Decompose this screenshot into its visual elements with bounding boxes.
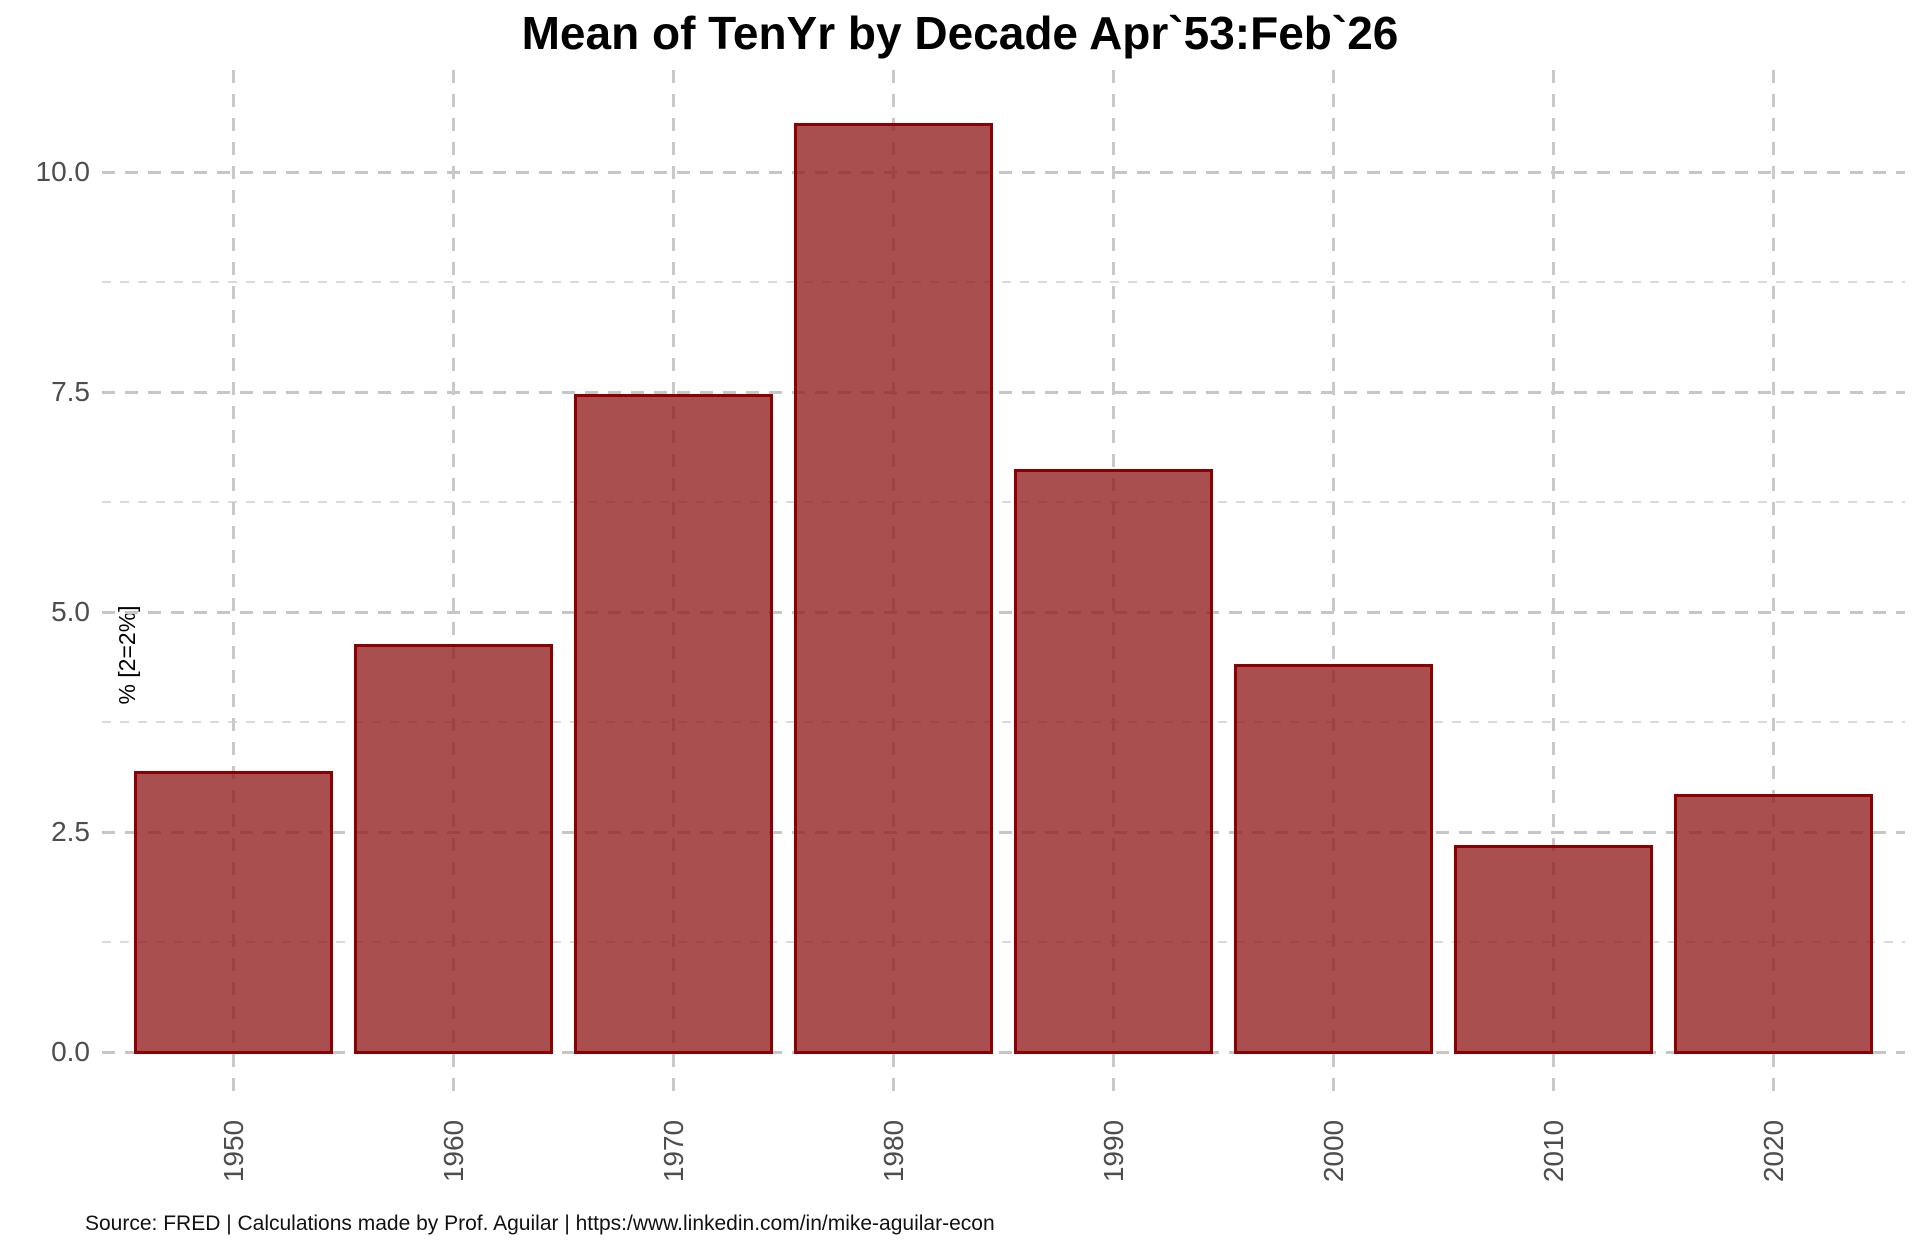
bar-1970	[574, 394, 773, 1054]
x-tick-label-2000: 2000	[1317, 1119, 1349, 1183]
gridline-minor-h	[102, 281, 1905, 283]
y-tick-label-5.0: 5.0	[51, 596, 90, 627]
bar-1980	[794, 123, 993, 1054]
gridline-major-h	[102, 610, 1905, 614]
source-caption: Source: FRED | Calculations made by Prof…	[85, 1212, 995, 1235]
bar-1950	[134, 771, 333, 1054]
x-tick-label-1980: 1980	[877, 1119, 909, 1183]
x-tick-label-1960: 1960	[437, 1119, 469, 1183]
gridline-minor-h	[102, 501, 1905, 503]
x-tick-label-1990: 1990	[1097, 1119, 1129, 1183]
chart-title: Mean of TenYr by Decade Apr`53:Feb`26	[521, 7, 1399, 59]
gridline-major-h	[102, 170, 1905, 174]
y-tick-label-10.0: 10.0	[35, 156, 91, 187]
y-tick-label-0.0: 0.0	[51, 1036, 90, 1067]
y-tick-label-2.5: 2.5	[51, 816, 90, 847]
bar-2010	[1454, 845, 1653, 1054]
bar-2020	[1674, 794, 1873, 1054]
x-tick-label-2010: 2010	[1537, 1119, 1569, 1183]
bar-2000	[1234, 664, 1433, 1054]
y-axis-title: % [2=2%]	[114, 605, 140, 705]
y-tick-label-7.5: 7.5	[51, 376, 90, 407]
bar-1960	[354, 644, 553, 1054]
x-tick-label-2020: 2020	[1757, 1119, 1789, 1183]
x-tick-label-1970: 1970	[657, 1119, 689, 1183]
bar-1990	[1014, 469, 1213, 1054]
plot-area: % [2=2%]	[102, 70, 1905, 1100]
gridline-major-h	[102, 390, 1905, 394]
x-tick-label-1950: 1950	[217, 1119, 249, 1183]
